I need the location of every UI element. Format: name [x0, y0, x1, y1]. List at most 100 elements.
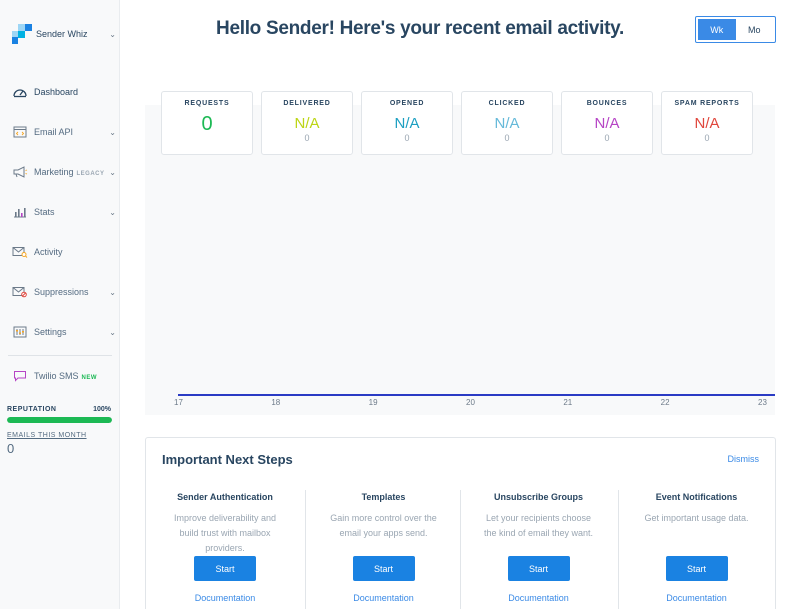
chevron-down-icon: ⌄: [109, 167, 116, 177]
stat-card-bounces[interactable]: BOUNCES N/A 0: [561, 91, 653, 155]
step-description: Get important usage data.: [644, 513, 749, 523]
next-steps-title: Important Next Steps: [162, 452, 293, 467]
chevron-down-icon: ⌄: [109, 287, 116, 297]
sidebar-item-label: Suppressions: [34, 287, 89, 297]
stat-label: SPAM REPORTS: [674, 100, 740, 107]
stat-card-requests[interactable]: REQUESTS 0: [161, 91, 253, 155]
stat-card-delivered[interactable]: DELIVERED N/A 0: [261, 91, 353, 155]
stat-count: 0: [604, 133, 610, 143]
sidebar-item-label: Stats: [34, 207, 55, 217]
sidebar-item-twilio-sms[interactable]: Twilio SMS NEW: [12, 366, 116, 386]
x-tick-label: 20: [466, 398, 475, 407]
documentation-link[interactable]: Documentation: [194, 593, 256, 603]
x-tick-label: 18: [271, 398, 281, 407]
stat-count: 0: [304, 133, 310, 143]
gauge-icon: [12, 85, 28, 99]
toggle-month[interactable]: Mo: [747, 24, 761, 35]
sidebar-item-label: Activity: [34, 247, 63, 257]
stat-value: N/A: [594, 115, 620, 132]
stat-value: N/A: [694, 115, 720, 132]
stat-card-spam-reports[interactable]: SPAM REPORTS N/A 0: [661, 91, 753, 155]
x-tick-label: 21: [563, 398, 573, 407]
sidebar-item-settings[interactable]: Settings ⌄: [12, 322, 116, 342]
stat-value: N/A: [394, 115, 420, 132]
chevron-down-icon: ⌄: [109, 207, 116, 217]
documentation-link[interactable]: Documentation: [666, 593, 727, 603]
step-title: Event Notifications: [655, 492, 738, 502]
start-button[interactable]: Start: [352, 556, 415, 581]
reputation-bar-fill: [7, 417, 112, 423]
activity-chart: [145, 105, 775, 415]
chat-bubble-icon: [12, 369, 28, 383]
legacy-tag: LEGACY: [76, 171, 105, 177]
chevron-down-icon: ⌄: [109, 29, 116, 39]
sidebar: Sender Whiz ⌄ Dashboard Email API ⌄ Mark…: [0, 0, 120, 609]
envelope-block-icon: [12, 285, 28, 299]
bar-chart-icon: [12, 205, 28, 219]
stat-label: OPENED: [389, 100, 425, 107]
start-button[interactable]: Start: [665, 556, 728, 581]
documentation-link[interactable]: Documentation: [508, 593, 569, 603]
step-title: Templates: [361, 492, 406, 502]
toggle-week[interactable]: Wk: [698, 19, 736, 40]
next-steps-panel: Important Next Steps Dismiss Sender Auth…: [145, 437, 776, 609]
x-tick-label: 17: [174, 398, 183, 407]
stat-value: 0: [201, 113, 213, 135]
chevron-down-icon: ⌄: [109, 327, 116, 337]
x-tick-label: 23: [758, 398, 767, 407]
megaphone-icon: [12, 165, 28, 179]
envelope-search-icon: [12, 245, 28, 259]
stat-card-opened[interactable]: OPENED N/A 0: [361, 91, 453, 155]
x-tick-label: 19: [368, 398, 378, 407]
step-title: Unsubscribe Groups: [493, 492, 583, 502]
emails-this-month-link[interactable]: EMAILS THIS MONTH: [7, 432, 87, 439]
sidebar-item-suppressions[interactable]: Suppressions ⌄: [12, 282, 116, 302]
step-description: Improve deliverability and build trust w…: [173, 513, 277, 553]
step-title: Sender Authentication: [177, 492, 273, 502]
emails-this-month-value: 0: [7, 441, 15, 456]
step-templates: Templates Gain more control over the ema…: [305, 490, 461, 609]
sidebar-item-dashboard[interactable]: Dashboard: [12, 82, 116, 102]
page-title: Hello Sender! Here's your recent email a…: [216, 18, 624, 39]
chart-series-line: [178, 394, 775, 396]
start-button[interactable]: Start: [194, 556, 256, 581]
reputation-bar: [7, 417, 112, 423]
sidebar-item-label: Marketing LEGACY: [34, 167, 105, 177]
stat-value: N/A: [294, 115, 320, 132]
step-description: Let your recipients choose the kind of e…: [483, 513, 594, 538]
stat-label: CLICKED: [488, 100, 526, 107]
stat-count: 0: [504, 133, 510, 143]
sendgrid-logo-icon: [12, 24, 32, 44]
sliders-icon: [12, 325, 28, 339]
stat-count: 0: [404, 133, 410, 143]
account-name: Sender Whiz: [36, 29, 88, 39]
sidebar-item-label: Settings: [34, 327, 67, 337]
documentation-link[interactable]: Documentation: [353, 593, 414, 603]
stat-value: N/A: [494, 115, 520, 132]
start-button[interactable]: Start: [507, 556, 570, 581]
chevron-down-icon: ⌄: [109, 127, 116, 137]
step-sender-authentication: Sender Authentication Improve deliverabi…: [147, 490, 303, 609]
sidebar-item-label: Email API: [34, 127, 74, 137]
sidebar-item-activity[interactable]: Activity: [12, 242, 116, 262]
sidebar-item-stats[interactable]: Stats ⌄: [12, 202, 116, 222]
stat-count: 0: [704, 133, 710, 143]
dismiss-link[interactable]: Dismiss: [727, 454, 760, 464]
stat-label: REQUESTS: [184, 100, 230, 107]
stat-label: BOUNCES: [586, 100, 628, 107]
reputation-label: REPUTATION: [7, 406, 57, 413]
stat-label: DELIVERED: [283, 100, 331, 107]
code-window-icon: [12, 125, 28, 139]
new-tag: NEW: [81, 375, 98, 381]
step-event-notifications: Event Notifications Get important usage …: [618, 490, 774, 609]
stat-card-clicked[interactable]: CLICKED N/A 0: [461, 91, 553, 155]
reputation-value: 100%: [93, 406, 111, 413]
step-description: Gain more control over the email your ap…: [330, 513, 437, 538]
account-switcher[interactable]: Sender Whiz ⌄: [12, 22, 116, 46]
x-tick-label: 22: [660, 398, 670, 407]
sidebar-item-email-api[interactable]: Email API ⌄: [12, 122, 116, 142]
sidebar-divider: [8, 355, 112, 356]
period-toggle: Wk Mo: [695, 16, 776, 43]
sidebar-item-label: Twilio SMS NEW: [34, 371, 98, 381]
sidebar-item-marketing[interactable]: Marketing LEGACY ⌄: [12, 162, 116, 182]
